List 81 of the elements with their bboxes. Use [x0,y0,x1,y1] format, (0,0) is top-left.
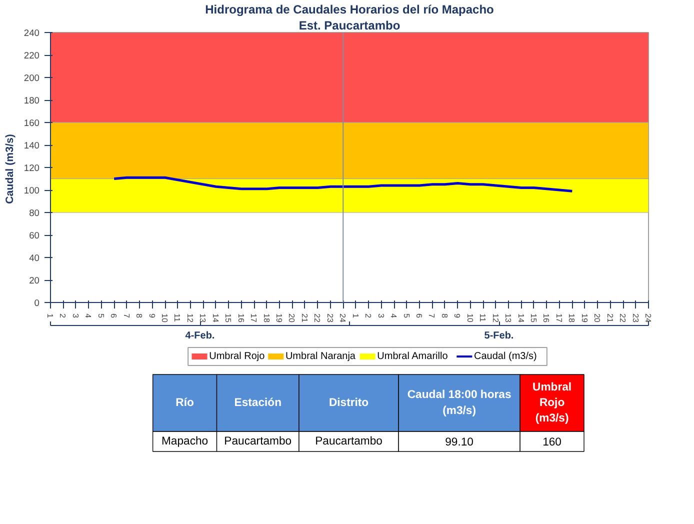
legend-label: Umbral Naranja [285,351,356,362]
text: 4-Feb. [185,330,215,342]
y-tick-label: 160 [24,118,40,128]
x-tick-label: 14 [210,314,220,323]
x-tick-label: 23 [630,314,640,323]
x-tick-label: 17 [554,314,564,323]
text: Paucartambo [315,436,382,448]
y-tick-label: 220 [24,50,40,60]
x-tick-label: 2 [364,314,373,318]
x-tick-label: 24 [644,314,652,323]
x-tick-label: 6 [109,314,118,318]
x-tick-label: 4 [389,314,398,318]
y-tick-label: 180 [24,96,40,106]
y-tick-label: 80 [29,208,40,218]
text: Estación [234,397,282,409]
y-tick-label: 240 [24,28,40,38]
x-tick-label: 2 [58,314,68,318]
x-tick-label: 19 [274,314,284,323]
x-tick-label: 19 [580,314,589,323]
y-tick-label: 0 [34,298,40,308]
x-tick-label: 9 [147,314,156,318]
text: Distrito [328,397,369,409]
y-tick-label: 100 [24,186,40,196]
text: Paucartambo [224,436,292,448]
x-tick-label: 15 [224,314,233,323]
chart-subtitle: Est. Paucartambo [298,18,400,32]
text: Mapacho [161,436,208,448]
x-tick-label: 8 [440,314,449,318]
y-tick-label: 20 [29,276,40,286]
text: 5-Feb. [484,330,514,342]
x-tick-label: 23 [325,314,334,323]
legend-label: Umbral Amarillo [377,351,448,362]
text: Caudal 18:00 horas (m3/s) [407,389,512,417]
x-tick-label: 7 [122,314,131,318]
x-tick-label: 3 [70,314,80,318]
x-tick-label: 5 [96,314,106,318]
x-tick-label: 20 [287,314,296,323]
line-series [112,176,574,192]
x-tick-label: 22 [312,314,322,323]
x-tick-label: 14 [516,314,526,323]
x-tick-label: 16 [542,314,551,323]
y-axis-title: Caudal (m3/s) [4,134,16,204]
x-tick-label: 11 [478,314,488,322]
legend-label: Umbral Rojo [209,351,266,362]
x-tick-label: 22 [618,314,628,323]
x-tick-label: 3 [376,314,386,318]
x-tick-label: 9 [452,314,462,318]
x-tick-label: 1 [46,314,54,318]
x-tick-label: 15 [528,314,538,323]
text: 160 [542,436,562,448]
x-tick-label: 10 [465,314,474,323]
legend-label: Caudal (m3/s) [474,351,537,362]
chart-title: Hidrograma de Caudales Horarios del río Mapacho [205,2,494,16]
x-tick-label: 12 [490,314,500,323]
x-tick-label: 21 [605,314,614,323]
x-tick-label: 6 [414,314,424,318]
x-tick-label: 10 [160,314,170,323]
y-tick-label: 60 [29,230,40,240]
text: 99.10 [445,436,474,448]
x-tick-label: 5 [402,314,411,318]
y-tick-label: 40 [29,253,40,263]
x-tick-label: 4 [84,314,93,318]
y-tick-label: 140 [24,140,40,150]
x-tick-label: 8 [134,314,144,318]
x-tick-label: 13 [198,314,208,323]
x-tick-label: 18 [262,314,271,323]
x-tick-label: 12 [185,314,194,323]
x-tick-label: 20 [592,314,602,323]
x-tick-label: 24 [338,314,348,323]
y-tick-label: 200 [24,73,40,83]
x-tick-label: 7 [427,314,436,318]
text: Umbral Rojo (m3/s) [532,381,572,425]
x-tick-label: 11 [172,314,182,322]
x-tick-label: 16 [236,314,246,323]
x-tick-label: 1 [350,314,360,318]
x-tick-label: 21 [300,314,309,323]
x-tick-label: 17 [249,314,258,323]
y-tick-label: 120 [24,163,40,173]
text: Río [176,397,194,409]
x-tick-label: 18 [567,314,576,323]
x-tick-label: 13 [504,314,513,323]
